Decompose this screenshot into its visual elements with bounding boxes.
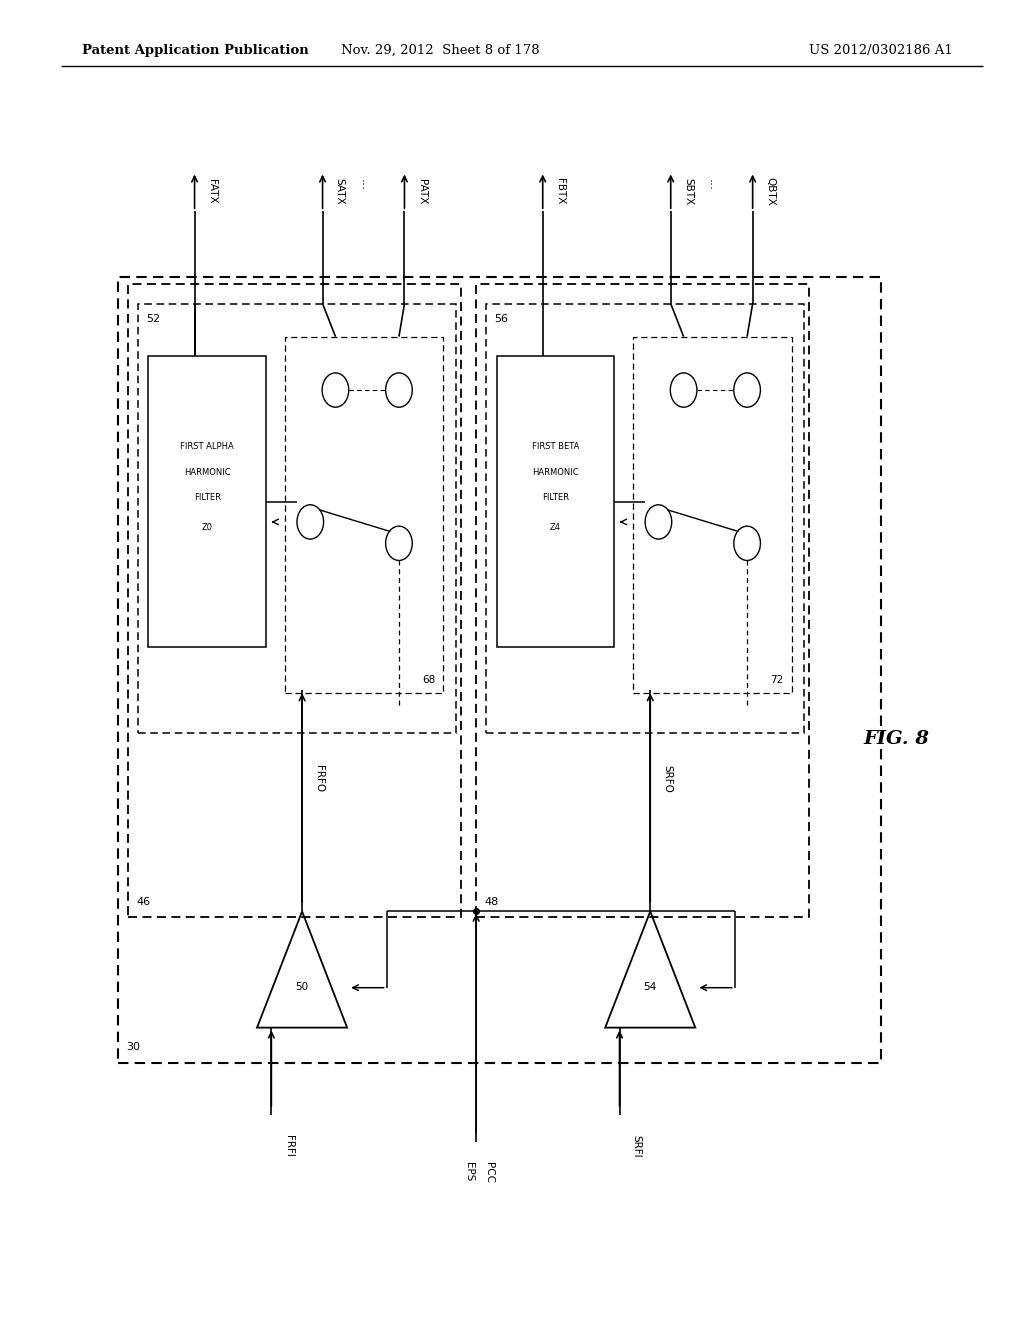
- Text: 46: 46: [136, 896, 151, 907]
- Text: SATX: SATX: [335, 178, 345, 205]
- Text: 72: 72: [770, 675, 783, 685]
- Text: Patent Application Publication: Patent Application Publication: [82, 44, 308, 57]
- Text: Z4: Z4: [550, 524, 561, 532]
- Text: SRFO: SRFO: [663, 764, 673, 793]
- Text: 56: 56: [495, 314, 509, 325]
- Text: QBTX: QBTX: [765, 177, 775, 206]
- Text: SRFI: SRFI: [632, 1135, 642, 1158]
- Text: 30: 30: [126, 1041, 140, 1052]
- Text: SBTX: SBTX: [683, 178, 693, 205]
- Text: HARMONIC: HARMONIC: [532, 469, 579, 477]
- Text: US 2012/0302186 A1: US 2012/0302186 A1: [809, 44, 952, 57]
- Text: 68: 68: [422, 675, 435, 685]
- Text: FRFO: FRFO: [314, 766, 325, 792]
- Text: FRFI: FRFI: [284, 1135, 294, 1158]
- Text: FIG. 8: FIG. 8: [863, 730, 929, 748]
- Text: PCC: PCC: [484, 1162, 495, 1183]
- Text: 50: 50: [296, 982, 308, 993]
- Text: 48: 48: [484, 896, 499, 907]
- Text: ...: ...: [706, 178, 718, 191]
- Text: Nov. 29, 2012  Sheet 8 of 178: Nov. 29, 2012 Sheet 8 of 178: [341, 44, 540, 57]
- Text: FILTER: FILTER: [542, 494, 569, 502]
- Text: 54: 54: [644, 982, 656, 993]
- Text: FBTX: FBTX: [555, 178, 565, 205]
- Text: EPS: EPS: [464, 1162, 474, 1181]
- Text: FILTER: FILTER: [194, 494, 221, 502]
- Text: 52: 52: [146, 314, 161, 325]
- Text: Z0: Z0: [202, 524, 213, 532]
- Text: FIRST BETA: FIRST BETA: [531, 442, 580, 450]
- Text: FATX: FATX: [207, 180, 217, 203]
- Text: FIRST ALPHA: FIRST ALPHA: [180, 442, 234, 450]
- Text: PATX: PATX: [417, 178, 427, 205]
- Text: HARMONIC: HARMONIC: [184, 469, 230, 477]
- Text: ...: ...: [358, 178, 371, 191]
